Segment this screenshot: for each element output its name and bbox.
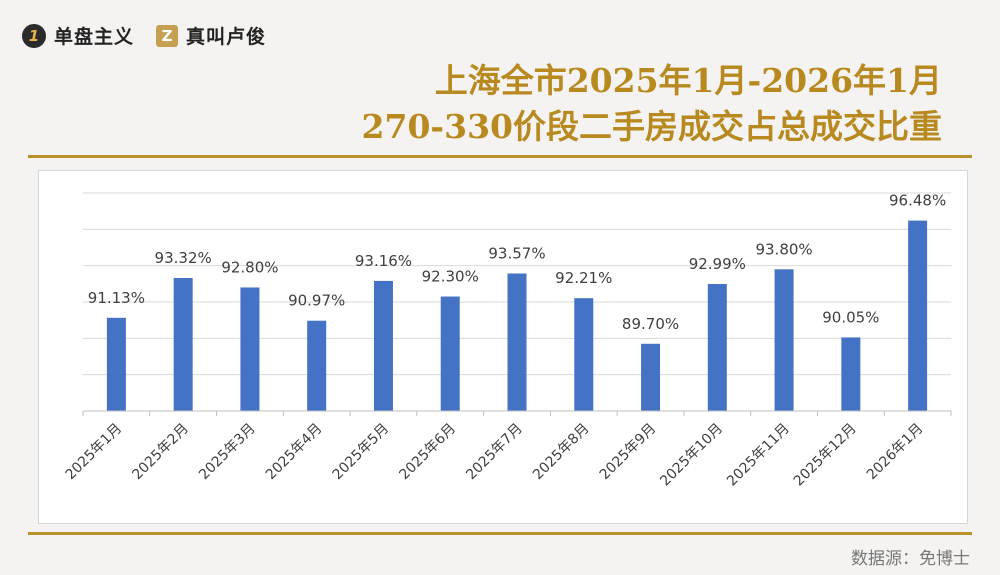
bar-2 bbox=[173, 278, 193, 411]
data-label-1: 91.13% bbox=[88, 289, 145, 307]
data-label-8: 92.21% bbox=[555, 269, 612, 287]
bar-4 bbox=[307, 320, 327, 411]
x-tick-label-2: 2025年2月 bbox=[129, 421, 192, 484]
data-label-2: 93.32% bbox=[155, 249, 212, 267]
danpan-logo-icon: 1 bbox=[22, 23, 46, 48]
bar-5 bbox=[373, 280, 393, 411]
zhenjiao-logo-icon: Z bbox=[156, 24, 179, 47]
data-label-12: 90.05% bbox=[822, 308, 879, 326]
data-label-7: 93.57% bbox=[488, 244, 545, 262]
danpan-logo-text: 单盘主义 bbox=[54, 26, 135, 48]
title-line-2: 270-330价段二手房成交占总成交比重 bbox=[361, 107, 942, 146]
x-tick-label-1: 2025年1月 bbox=[63, 421, 126, 484]
data-label-4: 90.97% bbox=[288, 292, 345, 310]
bottom-divider bbox=[28, 532, 972, 535]
page-title: 上海全市2025年1月-2026年1月 270-330价段二手房成交占总成交比重 bbox=[362, 58, 942, 150]
bar-3 bbox=[240, 287, 260, 411]
data-label-6: 92.30% bbox=[422, 268, 479, 286]
bar-10 bbox=[707, 284, 727, 411]
bar-13 bbox=[908, 220, 928, 411]
data-label-13: 96.48% bbox=[889, 192, 946, 210]
x-tick-label-11: 2025年11月 bbox=[724, 421, 793, 490]
x-tick-label-13: 2026年1月 bbox=[864, 421, 927, 484]
title-line-1: 上海全市2025年1月-2026年1月 bbox=[434, 61, 942, 100]
data-label-11: 93.80% bbox=[755, 240, 812, 258]
x-tick-label-3: 2025年3月 bbox=[196, 421, 259, 484]
x-tick-label-4: 2025年4月 bbox=[263, 421, 326, 484]
chart-panel: 91.13% 2025年1月 93.32% 2025年2月 92.80% 2025年3月 9… bbox=[38, 170, 968, 524]
x-tick-label-6: 2025年6月 bbox=[396, 421, 459, 484]
zhenjiao-logo-text: 真叫卢俊 bbox=[186, 26, 267, 48]
bar-chart: 91.13% 2025年1月 93.32% 2025年2月 92.80% 2025年3月 9… bbox=[63, 192, 952, 490]
data-label-3: 92.80% bbox=[221, 258, 278, 276]
x-tick-label-9: 2025年9月 bbox=[597, 421, 660, 484]
data-label-9: 89.70% bbox=[622, 315, 679, 333]
brand-logos: 1 单盘主义 Z 真叫卢俊 bbox=[22, 22, 266, 49]
x-tick-label-12: 2025年12月 bbox=[791, 421, 860, 490]
bar-7 bbox=[507, 273, 527, 411]
bar-1 bbox=[106, 317, 126, 411]
x-tick-label-8: 2025年8月 bbox=[530, 421, 593, 484]
data-source: 数据源：免博士 bbox=[851, 549, 970, 569]
x-tick-label-5: 2025年5月 bbox=[330, 421, 393, 484]
bar-9 bbox=[641, 343, 661, 411]
top-divider bbox=[28, 155, 972, 158]
bar-11 bbox=[774, 269, 794, 411]
bar-12 bbox=[841, 337, 861, 411]
data-label-10: 92.99% bbox=[689, 255, 746, 273]
x-tick-label-7: 2025年7月 bbox=[463, 421, 526, 484]
bar-6 bbox=[440, 296, 460, 411]
x-tick-label-10: 2025年10月 bbox=[657, 421, 726, 490]
bar-8 bbox=[574, 298, 594, 411]
data-label-5: 93.16% bbox=[355, 252, 412, 270]
